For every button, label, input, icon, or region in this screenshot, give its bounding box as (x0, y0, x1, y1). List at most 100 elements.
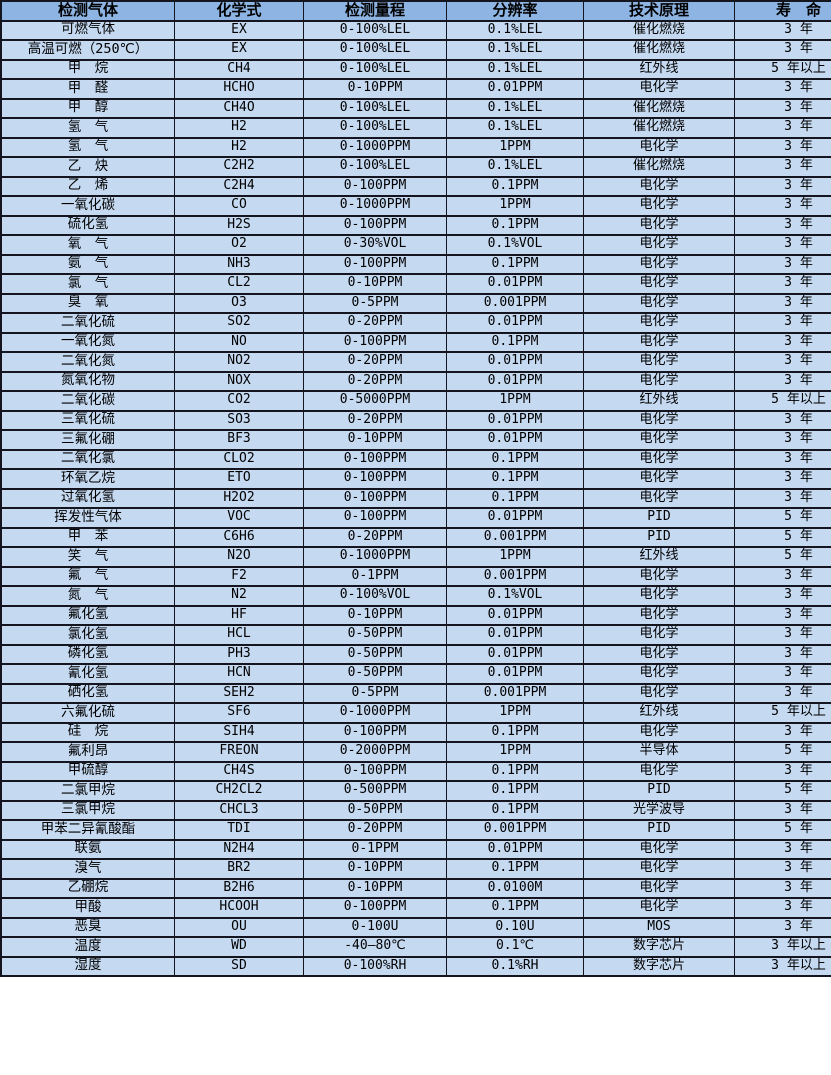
table-row: 湿度 SD 0-100%RH 0.1%RH 数字芯片 3 年以上 (0, 955, 831, 977)
cell-formula: H2 (174, 117, 304, 139)
cell-formula: NO2 (174, 351, 304, 373)
column-header-formula: 化学式 (174, 0, 304, 22)
cell-principle: 电化学 (583, 370, 735, 392)
table-row: 乙 烯 C2H4 0-100PPM 0.1PPM 电化学 3 年 (0, 175, 831, 197)
cell-principle: 催化燃烧 (583, 156, 735, 178)
cell-lifespan: 5 年 (734, 780, 831, 802)
cell-principle: 红外线 (583, 390, 735, 412)
cell-formula: CO2 (174, 390, 304, 412)
cell-lifespan: 3 年 (734, 156, 831, 178)
cell-range: 0-1000PPM (303, 195, 447, 217)
table-row: 氮 气 N2 0-100%VOL 0.1%VOL 电化学 3 年 (0, 585, 831, 607)
table-row: 二氯甲烷 CH2CL2 0-500PPM 0.1PPM PID 5 年 (0, 780, 831, 802)
table-row: 甲 醇 CH4O 0-100%LEL 0.1%LEL 催化燃烧 3 年 (0, 97, 831, 119)
cell-resolution: 0.001PPM (446, 682, 584, 704)
cell-principle: 电化学 (583, 663, 735, 685)
cell-formula: CLO2 (174, 448, 304, 470)
cell-lifespan: 3 年 (734, 429, 831, 451)
cell-formula: O2 (174, 234, 304, 256)
cell-lifespan: 3 年 (734, 195, 831, 217)
cell-gas: 硅 烷 (0, 721, 175, 743)
table-row: 甲苯二异氰酸酯 TDI 0-20PPM 0.001PPM PID 5 年 (0, 819, 831, 841)
cell-principle: 电化学 (583, 604, 735, 626)
cell-resolution: 0.01PPM (446, 604, 584, 626)
cell-gas: 氢 气 (0, 117, 175, 139)
cell-formula: HF (174, 604, 304, 626)
table-row: 磷化氢 PH3 0-50PPM 0.01PPM 电化学 3 年 (0, 643, 831, 665)
cell-resolution: 0.01PPM (446, 507, 584, 529)
column-header-gas: 检测气体 (0, 0, 175, 22)
table-row: 氢 气 H2 0-1000PPM 1PPM 电化学 3 年 (0, 136, 831, 158)
cell-gas: 一氧化氮 (0, 331, 175, 353)
cell-formula: C2H2 (174, 156, 304, 178)
cell-gas: 硒化氢 (0, 682, 175, 704)
cell-lifespan: 5 年以上 (734, 702, 831, 724)
cell-resolution: 0.001PPM (446, 526, 584, 548)
column-header-range: 检测量程 (303, 0, 447, 22)
cell-resolution: 0.1PPM (446, 799, 584, 821)
cell-range: 0-20PPM (303, 370, 447, 392)
cell-gas: 挥发性气体 (0, 507, 175, 529)
cell-formula: C6H6 (174, 526, 304, 548)
cell-range: 0-100%LEL (303, 19, 447, 41)
cell-resolution: 0.1%LEL (446, 19, 584, 41)
cell-resolution: 0.1%LEL (446, 117, 584, 139)
cell-range: 0-1000PPM (303, 546, 447, 568)
cell-principle: 电化学 (583, 429, 735, 451)
table-row: 溴气 BR2 0-10PPM 0.1PPM 电化学 3 年 (0, 858, 831, 880)
cell-range: -40—80℃ (303, 936, 447, 958)
gas-sensor-spec-table: 检测气体 化学式 检测量程 分辨率 技术原理 寿 命 可燃气体 EX 0-100%L… (0, 0, 831, 977)
cell-gas: 联氨 (0, 838, 175, 860)
cell-range: 0-100%LEL (303, 156, 447, 178)
table-row: 氯 气 CL2 0-10PPM 0.01PPM 电化学 3 年 (0, 273, 831, 295)
cell-gas: 氮氧化物 (0, 370, 175, 392)
cell-formula: SD (174, 955, 304, 977)
cell-principle: PID (583, 507, 735, 529)
cell-formula: B2H6 (174, 877, 304, 899)
table-body: 可燃气体 EX 0-100%LEL 0.1%LEL 催化燃烧 3 年高温可燃（250℃） E… (0, 19, 831, 977)
cell-formula: CH4S (174, 760, 304, 782)
cell-range: 0-1000PPM (303, 702, 447, 724)
cell-gas: 乙 炔 (0, 156, 175, 178)
cell-principle: 电化学 (583, 351, 735, 373)
cell-lifespan: 3 年 (734, 409, 831, 431)
cell-principle: 电化学 (583, 195, 735, 217)
cell-formula: SEH2 (174, 682, 304, 704)
table-row: 臭 氧 O3 0-5PPM 0.001PPM 电化学 3 年 (0, 292, 831, 314)
cell-principle: 电化学 (583, 234, 735, 256)
cell-principle: 电化学 (583, 409, 735, 431)
cell-formula: NO (174, 331, 304, 353)
cell-lifespan: 3 年 (734, 292, 831, 314)
cell-range: 0-5PPM (303, 682, 447, 704)
table-row: 联氨 N2H4 0-1PPM 0.01PPM 电化学 3 年 (0, 838, 831, 860)
cell-resolution: 1PPM (446, 390, 584, 412)
cell-range: 0-100PPM (303, 214, 447, 236)
cell-range: 0-30%VOL (303, 234, 447, 256)
cell-range: 0-100PPM (303, 760, 447, 782)
cell-resolution: 0.1℃ (446, 936, 584, 958)
cell-gas: 氨 气 (0, 253, 175, 275)
cell-lifespan: 3 年 (734, 39, 831, 61)
cell-range: 0-50PPM (303, 643, 447, 665)
cell-gas: 恶臭 (0, 916, 175, 938)
cell-principle: 催化燃烧 (583, 97, 735, 119)
cell-gas: 甲苯二异氰酸酯 (0, 819, 175, 841)
table-row: 二氧化硫 SO2 0-20PPM 0.01PPM 电化学 3 年 (0, 312, 831, 334)
cell-formula: N2 (174, 585, 304, 607)
cell-range: 0-20PPM (303, 819, 447, 841)
table-row: 乙 炔 C2H2 0-100%LEL 0.1%LEL 催化燃烧 3 年 (0, 156, 831, 178)
cell-resolution: 0.01PPM (446, 409, 584, 431)
cell-gas: 环氧乙烷 (0, 468, 175, 490)
cell-gas: 甲 醛 (0, 78, 175, 100)
cell-resolution: 1PPM (446, 546, 584, 568)
cell-range: 0-100%LEL (303, 39, 447, 61)
cell-principle: 电化学 (583, 487, 735, 509)
cell-principle: 电化学 (583, 643, 735, 665)
cell-resolution: 0.1PPM (446, 858, 584, 880)
cell-resolution: 0.001PPM (446, 819, 584, 841)
cell-formula: BR2 (174, 858, 304, 880)
cell-resolution: 0.1%VOL (446, 234, 584, 256)
table-row: 硒化氢 SEH2 0-5PPM 0.001PPM 电化学 3 年 (0, 682, 831, 704)
cell-gas: 溴气 (0, 858, 175, 880)
cell-formula: CH4O (174, 97, 304, 119)
